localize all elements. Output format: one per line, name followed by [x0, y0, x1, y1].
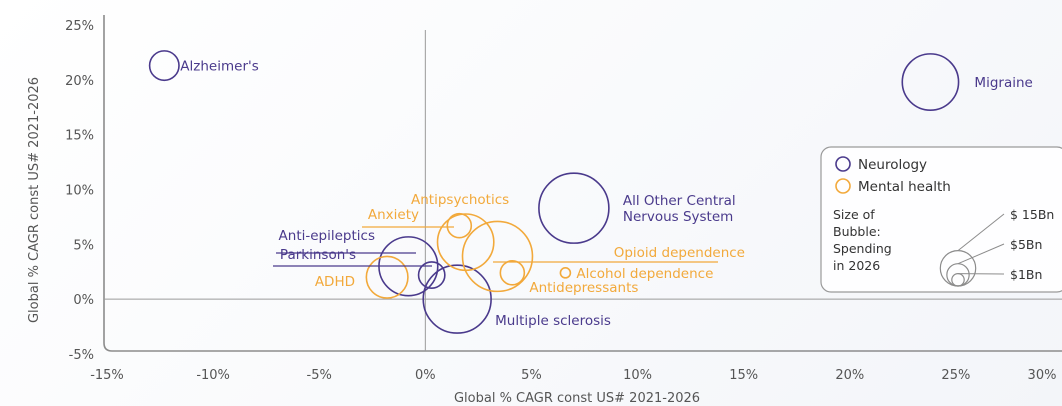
bubble: [499, 260, 526, 286]
legend-swatch-neurology: [835, 156, 851, 172]
bubble: [559, 267, 572, 279]
x-tick-label: 30%: [1028, 368, 1057, 383]
x-tick-label: -5%: [307, 368, 332, 383]
bubble-label: Multiple sclerosis: [495, 313, 611, 329]
bubble: [461, 220, 534, 293]
bubbles-layer: [148, 50, 960, 334]
legend-label-neurology: Neurology: [858, 157, 927, 173]
bubble-label: Anxiety: [368, 207, 419, 223]
bubble-label: ADHD: [315, 274, 355, 290]
legend-box: [820, 146, 1062, 293]
bubble-labels-layer: Alzheimer's Migraine All Other Central Nerv…: [180, 59, 1033, 330]
legend-swatch-mental_health: [835, 178, 851, 194]
bubble-label: Alzheimer's: [180, 59, 258, 75]
bubble: [417, 261, 446, 289]
y-axis-title: Global % CAGR const US# 2021-2026: [27, 77, 42, 323]
x-tick-label: 25%: [941, 368, 970, 383]
size-legend-leader: [957, 243, 1005, 265]
legend-label-mental_health: Mental health: [858, 179, 951, 195]
bubble: [901, 53, 960, 111]
x-tick-label: 20%: [835, 368, 864, 383]
bubble-label: Migraine: [974, 75, 1032, 91]
x-tick-label: -15%: [90, 368, 124, 383]
bubble-label: Anti-epileptics: [279, 228, 375, 244]
bubble-label: Antipsychotics: [411, 192, 509, 208]
size-legend-title: Bubble:: [833, 224, 881, 239]
y-tick-label: 20%: [65, 74, 94, 89]
size-legend-label: $1Bn: [1010, 267, 1042, 282]
bubble-label: Opioid dependence: [614, 245, 745, 261]
bubble: [446, 212, 473, 239]
x-axis-title: Global % CAGR const US# 2021-2026: [454, 391, 700, 406]
axes-layer: 25% 20% 15% 10% 5% 0% -5% -15% -10% -5% 0% 5% 10% 15%…: [65, 15, 1062, 383]
y-tick-label: 25%: [65, 19, 94, 34]
x-tick-label: 10%: [623, 368, 652, 383]
bubble-label: Alcohol dependence: [576, 266, 713, 282]
x-tick-label: 15%: [729, 368, 758, 383]
y-tick-label: 0%: [73, 293, 94, 308]
y-tick-label: -5%: [69, 348, 94, 363]
x-tick-label: 0%: [415, 368, 436, 383]
bubble: [422, 264, 492, 334]
x-tick-label: 5%: [521, 368, 542, 383]
bubble-label-line: Nervous System: [623, 209, 733, 225]
bubble: [538, 172, 610, 244]
bubble: [148, 50, 180, 82]
bubble-label-line: All Other Central: [623, 193, 736, 209]
size-legend-leader: [957, 213, 1005, 252]
y-tick-label: 10%: [65, 184, 94, 199]
size-legend-title: Spending: [833, 241, 892, 256]
size-legend-circle: [951, 272, 965, 287]
size-legend-label: $5Bn: [1010, 237, 1042, 252]
size-legend-title: Size of: [833, 207, 875, 222]
y-tick-label: 15%: [65, 129, 94, 144]
x-tick-label: -10%: [196, 368, 230, 383]
y-tick-label: 5%: [73, 238, 94, 253]
size-legend-title: in 2026: [833, 258, 880, 273]
bubble-label: Antidepressants: [529, 280, 638, 296]
legend: Neurology Mental health Size of Bubble: Spen…: [820, 146, 1062, 293]
bubble-label: Parkinson's: [280, 247, 356, 263]
size-legend-label: $ 15Bn: [1010, 207, 1054, 222]
axis-frame: [103, 15, 1062, 352]
bubble-label: All Other Central Nervous System: [623, 193, 736, 225]
bubble: [365, 255, 409, 299]
